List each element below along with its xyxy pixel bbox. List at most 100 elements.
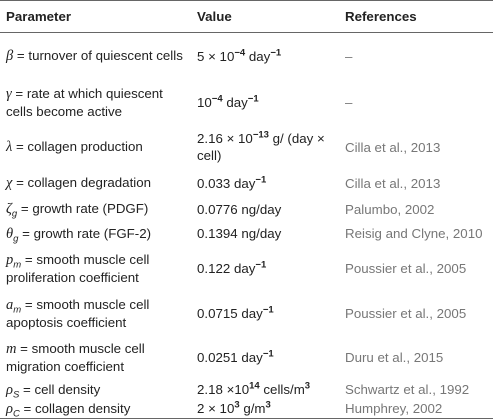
symbol: θ (6, 225, 14, 242)
table-row: ρS = cell density 2.18 ×1014 cells/m3 Schw… (0, 380, 493, 400)
table-row: m = smooth muscle cell migration coeffic… (0, 336, 493, 380)
value-cell: 2.16 × 10−13 g/ (day × cell) (191, 125, 339, 170)
text: = rate at which quiescent cells become a… (6, 85, 163, 119)
text: = collagen density (19, 400, 131, 416)
text: = smooth muscle cell apoptosis coefficie… (6, 296, 150, 330)
text: = smooth muscle cell proliferation coeff… (6, 251, 150, 285)
supscript: 3 (265, 399, 271, 411)
parameter-cell: χ = collagen degradation (0, 170, 191, 197)
symbol: γ (6, 85, 12, 102)
supscript: −1 (262, 304, 274, 316)
parameter-cell: am = smooth muscle cell apoptosis coeffi… (0, 291, 191, 336)
parameter-cell: m = smooth muscle cell migration coeffic… (0, 336, 191, 380)
parameter-cell: θg = growth rate (FGF-2) (0, 222, 191, 246)
subscript: g (13, 233, 19, 245)
value-cell: 2.18 ×1014 cells/m3 (191, 380, 339, 400)
parameter-cell: pm = smooth muscle cell proliferation co… (0, 246, 191, 291)
table-row: ζg = growth rate (PDGF) 0.0776 ng/day Palu… (0, 197, 493, 222)
reference-cell: Poussier et al., 2005 (345, 260, 467, 276)
column-header: Parameter (6, 9, 72, 24)
reference-cell: Cilla et al., 2013 (345, 139, 441, 155)
value-cell: 0.033 day−1 (191, 170, 339, 197)
table-row: λ = collagen production 2.16 × 10−13 g/ (… (0, 125, 493, 170)
text: = turnover of quiescent cells (13, 48, 183, 64)
table-row: β = turnover of quiescent cells 5 × 10−4 … (0, 33, 493, 80)
table-row: χ = collagen degradation 0.033 day−1 Cilla… (0, 170, 493, 197)
header-row: Parameter Value References (0, 0, 493, 33)
value-cell: 0.0715 day−1 (191, 291, 339, 336)
parameter-cell: ρS = cell density (0, 380, 191, 400)
symbol: m (6, 341, 17, 357)
reference-cell: Poussier et al., 2005 (345, 305, 467, 321)
supscript: −1 (270, 47, 282, 59)
table-row: θg = growth rate (FGF-2) 0.1394 ng/day Rei… (0, 222, 493, 246)
column-header: References (345, 9, 417, 24)
supscript: 3 (304, 380, 311, 392)
text: day (245, 48, 271, 64)
supscript: −4 (234, 47, 246, 59)
reference-cell: Cilla et al., 2013 (345, 175, 441, 191)
supscript: −1 (255, 174, 267, 186)
symbol: ζ (6, 201, 12, 217)
text: 2.18 ×10 (197, 382, 250, 397)
symbol: p (6, 251, 14, 268)
parameter-cell: λ = collagen production (0, 125, 191, 170)
text: = collagen production (12, 139, 143, 154)
supscript: −4 (211, 93, 223, 105)
text: = collagen degradation (12, 175, 152, 190)
text: = smooth muscle cell migration coefficie… (6, 341, 145, 374)
text: 2.16 × 10 (197, 131, 253, 146)
subscript: g (11, 208, 18, 220)
column-header: Value (197, 9, 232, 24)
text: 2 × 10 (197, 401, 235, 416)
value-cell: 0.0776 ng/day (191, 197, 339, 222)
symbol: λ (6, 139, 13, 155)
text: 0.0776 ng/day (197, 201, 282, 217)
reference-cell: Duru et al., 2015 (345, 350, 444, 365)
subscript: C (12, 408, 20, 419)
text: cells/m (259, 382, 305, 397)
text: 0.033 day (197, 175, 256, 191)
text: 0.1394 ng/day (197, 226, 282, 241)
supscript: −1 (262, 348, 274, 360)
text: = cell density (19, 381, 101, 397)
subscript: m (13, 259, 22, 271)
table-body: β = turnover of quiescent cells 5 × 10−4 … (0, 33, 493, 419)
text: = growth rate (PDGF) (17, 201, 149, 216)
supscript: 14 (249, 380, 260, 392)
symbol: ρ (6, 381, 13, 398)
value-cell: 0.0251 day−1 (191, 336, 339, 380)
supscript: −1 (255, 259, 267, 271)
parameter-cell: γ = rate at which quiescent cells become… (0, 80, 191, 125)
supscript: 3 (234, 399, 240, 411)
table-header: Parameter Value References (0, 0, 493, 33)
text: 0.122 day (197, 260, 256, 276)
value-cell: 0.122 day−1 (191, 246, 339, 291)
reference-cell: – (345, 48, 353, 64)
text: g/m (239, 401, 266, 416)
reference-cell: Reisig and Clyne, 2010 (345, 226, 483, 241)
supscript: −13 (252, 129, 269, 141)
table-row: ρC = collagen density 2 × 103 g/m3 Humphre… (0, 400, 493, 419)
text: g/ (day × cell) (197, 131, 325, 163)
table-row: pm = smooth muscle cell proliferation co… (0, 246, 493, 291)
table-row: γ = rate at which quiescent cells become… (0, 80, 493, 125)
symbol: a (6, 296, 14, 313)
value-cell: 2 × 103 g/m3 (191, 400, 339, 419)
supscript: −1 (247, 93, 259, 105)
text: 0.0251 day (197, 350, 263, 365)
subscript: S (12, 389, 20, 401)
symbol: β (6, 48, 14, 65)
table-row: am = smooth muscle cell apoptosis coeffi… (0, 291, 493, 336)
text: = growth rate (FGF-2) (18, 225, 152, 241)
text: day (222, 94, 248, 110)
parameter-cell: ζg = growth rate (PDGF) (0, 197, 191, 222)
reference-cell: – (345, 94, 353, 110)
symbol: χ (6, 175, 13, 191)
parameter-cell: ρC = collagen density (0, 400, 191, 419)
symbol: ρ (6, 400, 13, 417)
text: 10 (197, 94, 212, 110)
value-cell: 5 × 10−4 day−1 (191, 33, 339, 80)
